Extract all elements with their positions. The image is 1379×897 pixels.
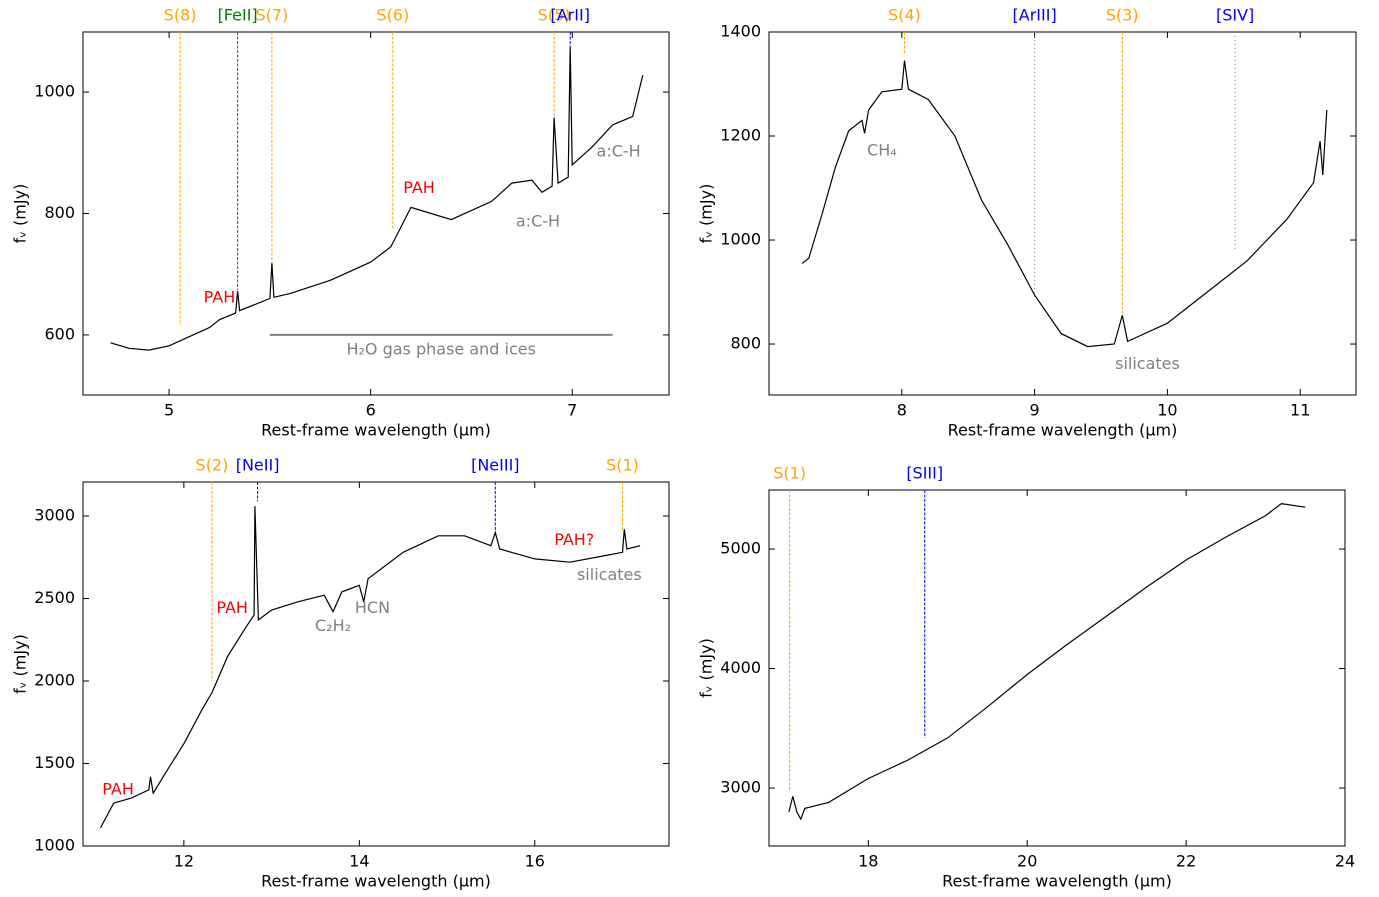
annotation: CH₄	[867, 141, 897, 160]
annotation: PAH	[204, 287, 236, 306]
y-tick-label: 2500	[34, 588, 75, 607]
x-tick-label: 18	[858, 852, 878, 871]
spectrum	[788, 502, 1306, 821]
annotation: HCN	[355, 598, 390, 617]
y-tick-label: 1000	[720, 230, 761, 249]
y-tick-label: 1400	[720, 22, 761, 41]
x-tick-label: 7	[567, 401, 577, 420]
x-tick-label: 9	[1030, 401, 1040, 420]
plot-frame	[768, 31, 1357, 396]
plot-frame	[82, 481, 670, 847]
y-axis-label: fᵥ (mJy)	[11, 184, 30, 244]
emission-line-label: [NeIII]	[471, 456, 519, 475]
spectrum	[801, 60, 1328, 348]
x-tick-label: 20	[1017, 852, 1037, 871]
y-tick-label: 600	[44, 324, 75, 343]
spectrum	[110, 46, 644, 351]
y-tick-label: 1000	[34, 82, 75, 101]
spectrum	[99, 506, 641, 829]
y-axis-label: fᵥ (mJy)	[697, 184, 716, 244]
x-axis-label: Rest-frame wavelength (μm)	[948, 421, 1178, 440]
y-tick-label: 1500	[34, 753, 75, 772]
x-tick-label: 6	[366, 401, 376, 420]
emission-line-label: S(1)	[773, 464, 806, 483]
x-axis-label: Rest-frame wavelength (μm)	[261, 872, 491, 891]
x-tick-label: 10	[1157, 401, 1177, 420]
emission-line-label: S(8)	[164, 6, 197, 25]
emission-line-label: [SIII]	[906, 464, 943, 483]
y-axis-label: fᵥ (mJy)	[697, 638, 716, 698]
annotation: a:C-H	[516, 211, 560, 230]
y-tick-label: 2000	[34, 670, 75, 689]
emission-line-label: S(3)	[1106, 6, 1139, 25]
x-tick-label: 12	[174, 852, 194, 871]
y-tick-label: 4000	[720, 658, 761, 677]
emission-line-label: [ArIII]	[1013, 6, 1057, 25]
annotation: PAH?	[554, 530, 594, 549]
y-tick-label: 1200	[720, 126, 761, 145]
range-label: H₂O gas phase and ices	[346, 340, 535, 359]
y-tick-label: 800	[44, 203, 75, 222]
x-tick-label: 16	[525, 852, 545, 871]
annotation: PAH	[102, 779, 134, 798]
y-tick-label: 800	[730, 334, 761, 353]
emission-line-label: S(1)	[606, 456, 639, 475]
y-tick-label: 1000	[34, 836, 75, 855]
y-tick-label: 3000	[720, 778, 761, 797]
y-tick-label: 5000	[720, 539, 761, 558]
emission-line-label: S(2)	[196, 456, 229, 475]
emission-line-label: [SIV]	[1216, 6, 1254, 25]
emission-line-label: [ArII]	[550, 6, 589, 25]
emission-line-label: [NeII]	[236, 456, 280, 475]
annotation: PAH	[403, 178, 435, 197]
annotation: silicates	[577, 565, 642, 584]
emission-line-label: S(4)	[888, 6, 921, 25]
x-tick-label: 22	[1176, 852, 1196, 871]
x-axis-label: Rest-frame wavelength (μm)	[261, 421, 491, 440]
emission-line-label: [FeII]	[218, 6, 258, 25]
y-tick-label: 3000	[34, 505, 75, 524]
plot-frame	[768, 489, 1346, 847]
annotation: a:C-H	[597, 142, 641, 161]
x-tick-label: 24	[1335, 852, 1355, 871]
emission-line-label: S(6)	[376, 6, 409, 25]
y-axis-label: fᵥ (mJy)	[11, 634, 30, 694]
annotation: PAH	[216, 598, 248, 617]
annotation: C₂H₂	[315, 616, 351, 635]
x-tick-label: 5	[164, 401, 174, 420]
x-axis-label: Rest-frame wavelength (μm)	[942, 872, 1172, 891]
x-tick-label: 11	[1290, 401, 1310, 420]
emission-line-label: S(5)	[538, 6, 571, 25]
annotation: silicates	[1115, 354, 1180, 373]
x-tick-label: 8	[897, 401, 907, 420]
emission-line-label: S(7)	[255, 6, 288, 25]
x-tick-label: 14	[349, 852, 369, 871]
